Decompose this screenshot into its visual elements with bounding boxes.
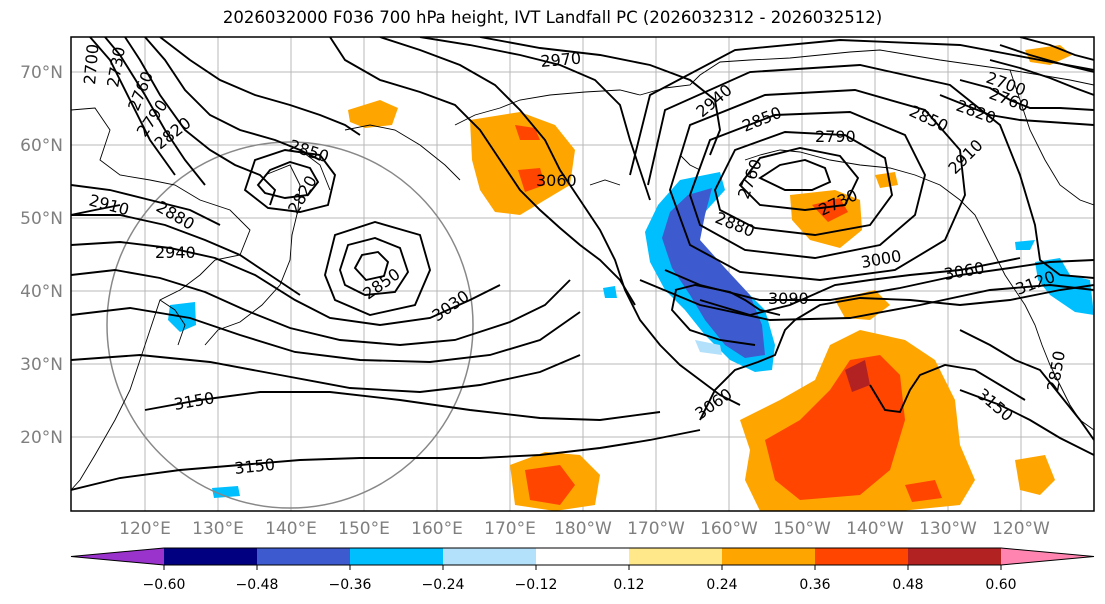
contour-label: 2730 bbox=[103, 45, 129, 88]
colorbar-tick-label: −0.48 bbox=[236, 577, 279, 593]
colorbar-tick-label: −0.36 bbox=[329, 577, 372, 593]
contour-label: 3060 bbox=[536, 171, 577, 190]
lon-label: 130°E bbox=[192, 519, 244, 539]
contour-label: 2850 bbox=[287, 136, 332, 167]
colorbar-segment bbox=[908, 548, 1002, 565]
ivt-positive-regions bbox=[348, 45, 1072, 511]
lat-label: 70°N bbox=[20, 63, 63, 83]
lon-label: 160°E bbox=[411, 519, 463, 539]
colorbar-segment bbox=[164, 548, 258, 565]
colorbar-tick-label: 0.48 bbox=[892, 577, 923, 593]
lon-label: 120°W bbox=[992, 519, 1050, 539]
colorbar-tick-label: −0.60 bbox=[143, 577, 186, 593]
lon-label: 170°W bbox=[627, 519, 685, 539]
lon-label: 170°E bbox=[484, 519, 536, 539]
lon-label: 120°E bbox=[119, 519, 171, 539]
contour-label: 2700 bbox=[80, 43, 102, 85]
lon-label: 130°W bbox=[919, 519, 977, 539]
contour-label: 2790 bbox=[815, 127, 856, 146]
contour-label: 3090 bbox=[768, 289, 809, 308]
contour-label: 2850 bbox=[359, 264, 403, 303]
contour-label: 2820 bbox=[284, 172, 321, 217]
contour-label: 3030 bbox=[428, 286, 472, 325]
colorbar-segment bbox=[71, 548, 164, 565]
contour-label: 3150 bbox=[233, 455, 275, 478]
lon-label: 150°W bbox=[773, 519, 831, 539]
colorbar-segment bbox=[815, 548, 909, 565]
contour-label: 2940 bbox=[155, 243, 196, 262]
contour-label: 2850 bbox=[906, 101, 951, 135]
contour-label: 3060 bbox=[942, 258, 985, 284]
colorbar-segment bbox=[722, 548, 816, 565]
colorbar-tick-label: 0.12 bbox=[613, 577, 644, 593]
lat-label: 60°N bbox=[20, 136, 63, 156]
colorbar-segment bbox=[257, 548, 351, 565]
contour-label: 3150 bbox=[172, 388, 215, 414]
landfall-region-circle bbox=[106, 141, 474, 509]
ivt-negative-regions bbox=[168, 172, 1094, 498]
colorbar-segment bbox=[536, 548, 630, 565]
lon-label: 140°E bbox=[265, 519, 317, 539]
lon-label: 180°W bbox=[554, 519, 612, 539]
contour-label: 3000 bbox=[859, 246, 902, 272]
colorbar-segment bbox=[1001, 548, 1094, 565]
colorbar-tick-label: −0.24 bbox=[422, 577, 465, 593]
contour-label: 2850 bbox=[739, 103, 784, 136]
colorbar-tick-label: 0.60 bbox=[985, 577, 1016, 593]
latitude-labels: 70°N 60°N 50°N 40°N 30°N 20°N bbox=[20, 63, 63, 448]
height-contours bbox=[71, 37, 1094, 491]
plot-frame bbox=[70, 36, 1095, 512]
colorbar-tick-label: 0.24 bbox=[706, 577, 737, 593]
colorbar-tick-label: −0.12 bbox=[515, 577, 558, 593]
colorbar-segment bbox=[443, 548, 537, 565]
lon-label: 140°W bbox=[846, 519, 904, 539]
colorbar-tick-label: 0.36 bbox=[799, 577, 830, 593]
lat-label: 20°N bbox=[20, 428, 63, 448]
coastlines bbox=[71, 49, 1094, 491]
lon-label: 150°E bbox=[338, 519, 390, 539]
lat-label: 40°N bbox=[20, 282, 63, 302]
colorbar: −0.60 −0.48 −0.36 −0.24 −0.12 0.12 0.24 0.36 0.4… bbox=[70, 547, 1095, 593]
contour-label: 2850 bbox=[1043, 349, 1069, 392]
colorbar-segment bbox=[629, 548, 723, 565]
lat-label: 30°N bbox=[20, 355, 63, 375]
lon-label: 160°W bbox=[700, 519, 758, 539]
longitude-labels: 120°E 130°E 140°E 150°E 160°E 170°E 180°… bbox=[119, 519, 1050, 539]
lat-label: 50°N bbox=[20, 209, 63, 229]
contour-label: 2910 bbox=[944, 136, 986, 178]
contour-label: 2970 bbox=[540, 49, 582, 71]
map-title: 2026032000 F036 700 hPa height, IVT Land… bbox=[222, 8, 883, 27]
colorbar-segment bbox=[350, 548, 444, 565]
